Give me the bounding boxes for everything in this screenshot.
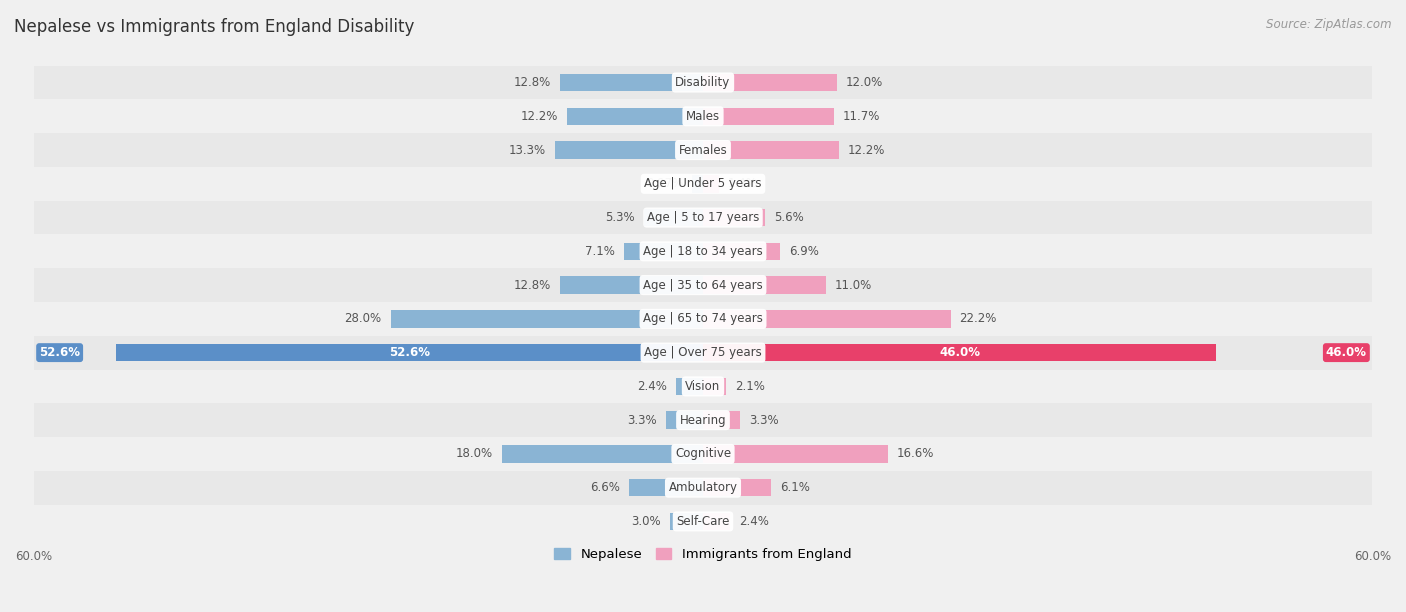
- Text: 3.3%: 3.3%: [749, 414, 779, 427]
- Text: Females: Females: [679, 144, 727, 157]
- Bar: [391, 310, 703, 327]
- Bar: [644, 209, 703, 226]
- FancyBboxPatch shape: [34, 403, 1372, 437]
- Bar: [703, 445, 889, 463]
- Bar: [703, 344, 1216, 362]
- FancyBboxPatch shape: [34, 336, 1372, 370]
- Bar: [703, 378, 727, 395]
- Bar: [703, 175, 718, 193]
- Bar: [117, 344, 703, 362]
- Text: Age | 5 to 17 years: Age | 5 to 17 years: [647, 211, 759, 224]
- Bar: [624, 242, 703, 260]
- Text: Age | 65 to 74 years: Age | 65 to 74 years: [643, 312, 763, 326]
- Bar: [502, 445, 703, 463]
- FancyBboxPatch shape: [34, 99, 1372, 133]
- Bar: [630, 479, 703, 496]
- Text: 12.2%: 12.2%: [848, 144, 886, 157]
- Bar: [703, 513, 730, 530]
- Bar: [703, 242, 780, 260]
- Bar: [560, 277, 703, 294]
- Text: 6.9%: 6.9%: [789, 245, 818, 258]
- Text: 12.2%: 12.2%: [520, 110, 558, 123]
- FancyBboxPatch shape: [34, 234, 1372, 268]
- Text: Age | 18 to 34 years: Age | 18 to 34 years: [643, 245, 763, 258]
- Text: 52.6%: 52.6%: [389, 346, 430, 359]
- Text: 12.8%: 12.8%: [515, 76, 551, 89]
- Text: 18.0%: 18.0%: [456, 447, 494, 460]
- FancyBboxPatch shape: [34, 201, 1372, 234]
- Text: 22.2%: 22.2%: [960, 312, 997, 326]
- Text: 13.3%: 13.3%: [509, 144, 546, 157]
- FancyBboxPatch shape: [34, 471, 1372, 504]
- Text: Cognitive: Cognitive: [675, 447, 731, 460]
- Bar: [676, 378, 703, 395]
- Text: 46.0%: 46.0%: [1326, 346, 1367, 359]
- Text: 0.97%: 0.97%: [645, 177, 683, 190]
- Bar: [703, 209, 765, 226]
- Text: 3.0%: 3.0%: [631, 515, 661, 528]
- Text: Age | Under 5 years: Age | Under 5 years: [644, 177, 762, 190]
- FancyBboxPatch shape: [34, 437, 1372, 471]
- Text: 46.0%: 46.0%: [939, 346, 980, 359]
- Text: 52.6%: 52.6%: [39, 346, 80, 359]
- Legend: Nepalese, Immigrants from England: Nepalese, Immigrants from England: [550, 543, 856, 567]
- Text: 5.3%: 5.3%: [606, 211, 636, 224]
- Text: Nepalese vs Immigrants from England Disability: Nepalese vs Immigrants from England Disa…: [14, 18, 415, 36]
- Bar: [703, 277, 825, 294]
- Text: 12.8%: 12.8%: [515, 278, 551, 291]
- Text: 11.0%: 11.0%: [835, 278, 872, 291]
- Bar: [703, 141, 839, 159]
- Text: 2.1%: 2.1%: [735, 380, 765, 393]
- Text: 7.1%: 7.1%: [585, 245, 614, 258]
- Text: 3.3%: 3.3%: [627, 414, 657, 427]
- Bar: [703, 74, 837, 91]
- Text: Age | 35 to 64 years: Age | 35 to 64 years: [643, 278, 763, 291]
- Text: 11.7%: 11.7%: [842, 110, 880, 123]
- Text: 5.6%: 5.6%: [775, 211, 804, 224]
- Text: 2.4%: 2.4%: [738, 515, 769, 528]
- Text: Ambulatory: Ambulatory: [668, 481, 738, 494]
- Bar: [560, 74, 703, 91]
- FancyBboxPatch shape: [34, 268, 1372, 302]
- Text: Age | Over 75 years: Age | Over 75 years: [644, 346, 762, 359]
- Bar: [554, 141, 703, 159]
- Text: 6.6%: 6.6%: [591, 481, 620, 494]
- FancyBboxPatch shape: [34, 167, 1372, 201]
- Text: Hearing: Hearing: [679, 414, 727, 427]
- Text: 16.6%: 16.6%: [897, 447, 935, 460]
- Bar: [703, 479, 770, 496]
- Bar: [703, 310, 950, 327]
- FancyBboxPatch shape: [34, 133, 1372, 167]
- FancyBboxPatch shape: [34, 504, 1372, 539]
- Text: 2.4%: 2.4%: [637, 380, 668, 393]
- Bar: [567, 108, 703, 125]
- Bar: [692, 175, 703, 193]
- Bar: [666, 411, 703, 429]
- Bar: [703, 411, 740, 429]
- FancyBboxPatch shape: [34, 65, 1372, 99]
- Text: Disability: Disability: [675, 76, 731, 89]
- Text: 12.0%: 12.0%: [846, 76, 883, 89]
- Text: Males: Males: [686, 110, 720, 123]
- Bar: [703, 108, 834, 125]
- Text: 6.1%: 6.1%: [780, 481, 810, 494]
- Text: 28.0%: 28.0%: [344, 312, 381, 326]
- Text: 1.4%: 1.4%: [727, 177, 758, 190]
- FancyBboxPatch shape: [34, 302, 1372, 336]
- Text: Vision: Vision: [685, 380, 721, 393]
- Text: Source: ZipAtlas.com: Source: ZipAtlas.com: [1267, 18, 1392, 31]
- Text: Self-Care: Self-Care: [676, 515, 730, 528]
- Bar: [669, 513, 703, 530]
- FancyBboxPatch shape: [34, 370, 1372, 403]
